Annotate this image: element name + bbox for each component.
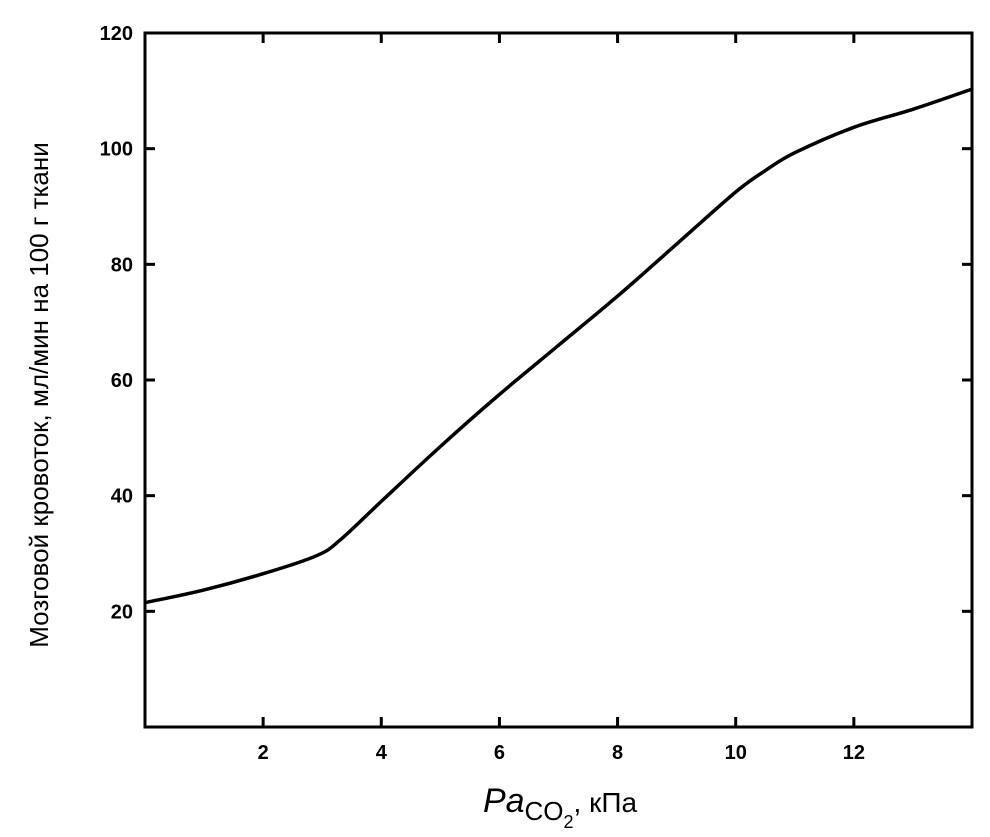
y-tick-label: 20 — [111, 601, 133, 623]
y-axis-title: Мозговой кровоток, мл/мин на 100 г ткани — [24, 142, 54, 648]
y-tick-label: 120 — [100, 23, 133, 45]
x-tick-label: 10 — [725, 742, 747, 764]
y-tick-label: 40 — [111, 486, 133, 508]
y-axis-title-text: Мозговой кровоток, мл/мин на 100 г ткани — [24, 142, 54, 648]
x-axis-title-unit: , кПа — [574, 787, 638, 818]
x-tick-label: 4 — [376, 742, 388, 764]
y-tick-label: 60 — [111, 370, 133, 392]
x-tick-label: 2 — [258, 742, 269, 764]
x-axis-title-main: Pa — [483, 782, 525, 820]
series-line — [144, 87, 973, 605]
y-tick-label: 80 — [111, 254, 133, 276]
svg-text:PaCO2, кПа: PaCO2, кПа — [483, 782, 638, 832]
x-tick-label: 12 — [843, 742, 865, 764]
x-tick-label: 6 — [494, 742, 505, 764]
x-axis-title-subscript-2: 2 — [564, 812, 574, 832]
plot-frame — [143, 31, 974, 729]
x-axis-title: PaCO2, кПа — [483, 782, 638, 832]
y-tick-label: 100 — [100, 139, 133, 161]
x-tick-label: 8 — [612, 742, 623, 764]
x-axis-title-subscript: CO — [525, 796, 564, 826]
